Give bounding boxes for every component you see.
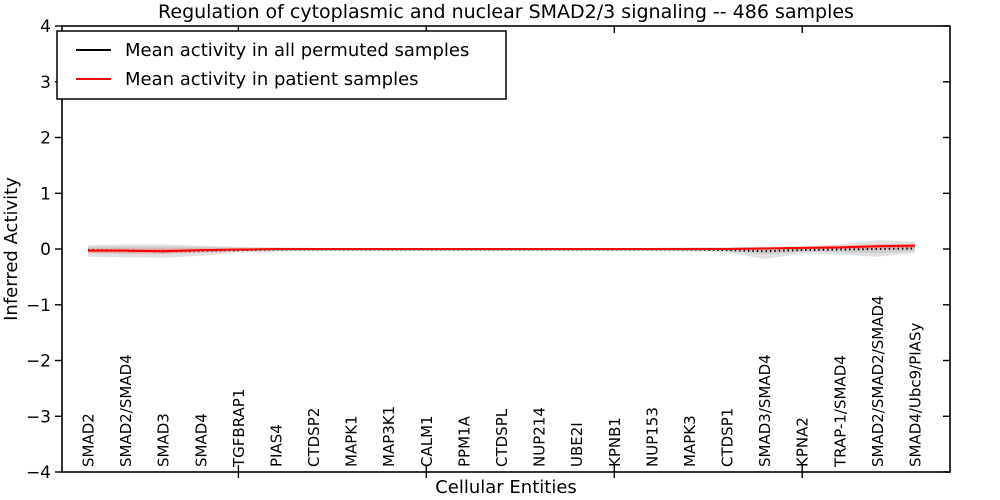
x-axis-label: Cellular Entities: [435, 477, 577, 498]
x-category-label: KPNB1: [606, 417, 624, 467]
x-category-label: CALM1: [418, 415, 436, 467]
x-category-label: MAPK1: [343, 415, 361, 467]
y-tick-label: 2: [40, 129, 51, 149]
y-tick-label: 1: [40, 184, 51, 204]
x-category-label: SMAD3: [155, 413, 173, 467]
legend: Mean activity in all permuted samples Me…: [56, 30, 507, 100]
x-category-label: KPNA2: [794, 417, 812, 467]
y-axis-label: Inferred Activity: [1, 177, 22, 321]
x-category-label: PPM1A: [455, 415, 473, 467]
y-tick-label: −4: [26, 463, 51, 483]
x-category-label: SMAD2/SMAD2/SMAD4: [869, 295, 887, 467]
legend-box: [56, 30, 507, 100]
series-line-patient: [88, 244, 916, 253]
x-category-label: SMAD4/Ubc9/PIASy: [907, 323, 925, 467]
x-category-label: PIAS4: [268, 424, 286, 467]
x-category-label: SMAD2/SMAD4: [117, 354, 135, 467]
legend-label-patient: Mean activity in patient samples: [125, 69, 419, 90]
x-category-label: NUP214: [531, 407, 549, 467]
x-category-label: TRAP-1/SMAD4: [831, 355, 849, 468]
x-category-label: SMAD4: [192, 413, 210, 467]
x-category-label: MAP3K1: [380, 406, 398, 467]
x-category-label: SMAD3/SMAD4: [756, 354, 774, 467]
x-category-label: NUP153: [643, 407, 661, 467]
y-tick-label: −3: [26, 407, 51, 427]
x-category-label: TGFBRAP1: [230, 389, 248, 468]
y-tick-label: 3: [40, 73, 51, 93]
x-category-label: CTDSP1: [719, 408, 737, 467]
y-tick-label: 0: [40, 240, 51, 260]
plot-area: 4 3 2 1 0 −1 −2 −3 −4 SMAD2 SMAD2/SMAD4 SMAD3 SMAD4 T…: [26, 17, 951, 483]
y-tick-label: −2: [26, 352, 51, 372]
x-category-label: CTDSPL: [493, 408, 511, 467]
chart-title: Regulation of cytoplasmic and nuclear SM…: [158, 1, 854, 23]
y-tick-label: −1: [26, 296, 51, 316]
legend-label-permuted: Mean activity in all permuted samples: [125, 40, 469, 61]
y-tick-label: 4: [40, 17, 51, 37]
x-category-label: MAPK3: [681, 415, 699, 467]
x-category-label: SMAD2: [80, 413, 98, 467]
x-category-label: UBE2I: [568, 422, 586, 467]
x-category-label: CTDSP2: [305, 408, 323, 467]
